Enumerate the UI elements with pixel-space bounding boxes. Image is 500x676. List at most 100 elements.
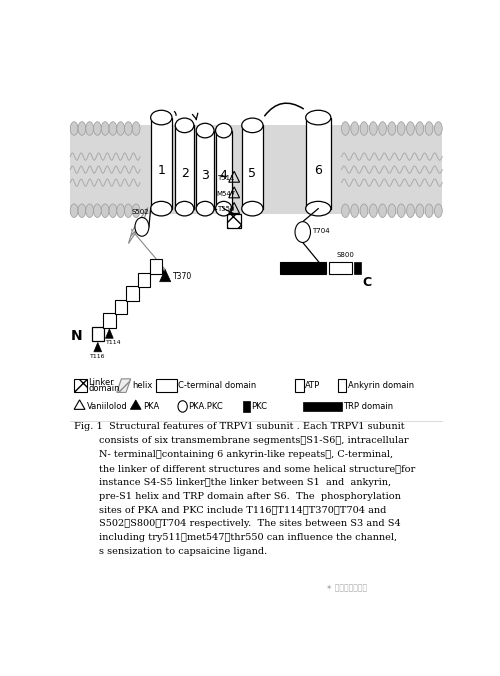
Ellipse shape [86, 204, 94, 218]
Text: M547: M547 [216, 191, 236, 197]
Text: T116: T116 [90, 354, 106, 359]
Ellipse shape [242, 201, 263, 216]
Bar [115, 299, 127, 314]
Ellipse shape [378, 204, 386, 218]
Ellipse shape [434, 204, 442, 218]
Ellipse shape [342, 122, 349, 135]
Ellipse shape [398, 204, 405, 218]
Ellipse shape [196, 201, 214, 216]
Text: ATP: ATP [304, 381, 320, 390]
Text: TRP domain: TRP domain [344, 402, 394, 411]
Text: T704: T704 [312, 228, 330, 234]
Text: Linker: Linker [88, 378, 114, 387]
Text: PKA.PKC: PKA.PKC [188, 402, 223, 411]
Ellipse shape [306, 110, 331, 125]
Bar [216, 130, 232, 209]
Ellipse shape [70, 204, 78, 218]
FancyBboxPatch shape [74, 379, 86, 392]
Ellipse shape [132, 122, 140, 135]
Ellipse shape [196, 123, 214, 138]
Text: T550: T550 [216, 206, 234, 212]
Ellipse shape [306, 201, 331, 216]
Ellipse shape [370, 122, 377, 135]
Ellipse shape [101, 122, 109, 135]
Bar [329, 262, 352, 274]
Ellipse shape [78, 204, 86, 218]
Ellipse shape [101, 204, 109, 218]
Text: domain: domain [88, 384, 120, 393]
Ellipse shape [388, 204, 396, 218]
Ellipse shape [434, 122, 442, 135]
Text: T114: T114 [106, 340, 122, 345]
Ellipse shape [216, 201, 232, 216]
Ellipse shape [94, 204, 101, 218]
Bar [176, 125, 194, 209]
Ellipse shape [135, 218, 149, 236]
Bar [338, 379, 346, 392]
Polygon shape [94, 343, 102, 352]
Ellipse shape [425, 122, 433, 135]
Ellipse shape [342, 204, 349, 218]
Ellipse shape [406, 122, 414, 135]
Text: Vaniilolod: Vaniilolod [87, 402, 128, 411]
Bar [126, 286, 139, 301]
Ellipse shape [150, 110, 172, 125]
Text: helix: helix [132, 381, 152, 390]
Text: C: C [362, 276, 372, 289]
Ellipse shape [425, 204, 433, 218]
Ellipse shape [132, 204, 140, 218]
Ellipse shape [398, 122, 405, 135]
Text: N: N [70, 329, 82, 343]
Text: S800: S800 [336, 252, 354, 258]
Ellipse shape [388, 122, 396, 135]
Text: Ankyrin domain: Ankyrin domain [348, 381, 414, 390]
Ellipse shape [178, 401, 188, 412]
Ellipse shape [370, 204, 377, 218]
Ellipse shape [360, 122, 368, 135]
Text: PKA: PKA [143, 402, 160, 411]
Bar [103, 313, 116, 328]
Ellipse shape [117, 122, 124, 135]
Ellipse shape [295, 222, 310, 243]
Text: 6: 6 [314, 164, 322, 177]
Ellipse shape [70, 122, 78, 135]
Text: 4: 4 [220, 170, 228, 183]
Bar [306, 118, 331, 209]
Text: T511: T511 [216, 175, 234, 181]
Ellipse shape [351, 122, 358, 135]
Ellipse shape [406, 204, 414, 218]
Polygon shape [160, 270, 171, 282]
Ellipse shape [150, 201, 172, 216]
Bar [242, 401, 250, 412]
Polygon shape [130, 400, 141, 410]
Ellipse shape [176, 118, 194, 132]
Bar [150, 259, 162, 274]
Ellipse shape [86, 122, 94, 135]
Ellipse shape [94, 122, 101, 135]
Text: PKC: PKC [251, 402, 267, 411]
Ellipse shape [360, 204, 368, 218]
Ellipse shape [109, 122, 117, 135]
Ellipse shape [416, 204, 424, 218]
Ellipse shape [124, 204, 132, 218]
Bar [354, 262, 361, 274]
FancyBboxPatch shape [92, 327, 104, 341]
Bar [138, 272, 150, 287]
Ellipse shape [109, 204, 117, 218]
FancyBboxPatch shape [295, 379, 304, 392]
Bar [196, 130, 214, 209]
Text: 2: 2 [180, 167, 188, 180]
Polygon shape [128, 208, 148, 243]
Bar [242, 125, 263, 209]
Text: C-terminal domain: C-terminal domain [178, 381, 256, 390]
Text: Fig. 1  Structural features of TRPV1 subunit . Each TRPV1 subunit
        consis: Fig. 1 Structural features of TRPV1 subu… [74, 422, 415, 556]
Bar [70, 125, 442, 214]
Text: 5: 5 [248, 167, 256, 180]
Ellipse shape [242, 118, 263, 132]
Bar [156, 379, 177, 392]
Ellipse shape [176, 201, 194, 216]
Text: 1: 1 [158, 164, 165, 177]
Text: T370: T370 [173, 272, 192, 281]
Text: S502: S502 [131, 209, 149, 215]
Ellipse shape [416, 122, 424, 135]
